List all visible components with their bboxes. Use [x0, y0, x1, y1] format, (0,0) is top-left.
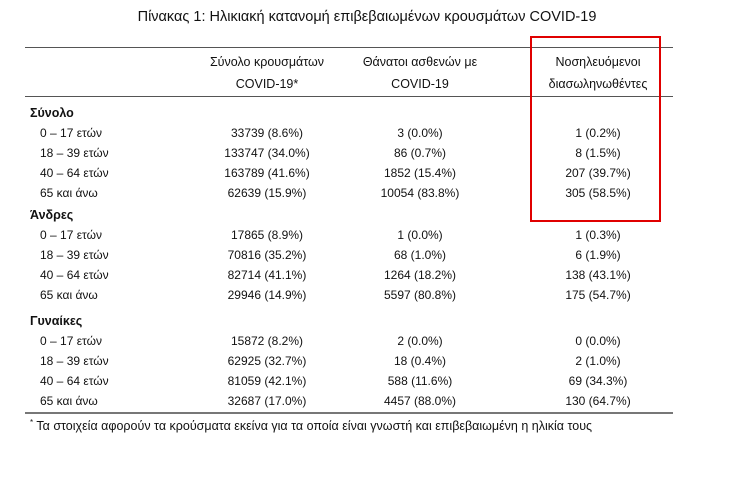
table-bottom-rule [25, 412, 673, 414]
header-line: COVID-19 [391, 77, 449, 91]
table-top-rule [25, 47, 673, 48]
group-header-row: Άνδρες [0, 205, 734, 225]
deaths-cell: 18 (0.4%) [393, 354, 447, 368]
deaths-cell: 3 (0.0%) [397, 126, 443, 140]
age-group-label: 18 – 39 ετών [40, 354, 109, 368]
total-cases-cell: 70816 (35.2%) [227, 248, 307, 262]
intubated-cell: 6 (1.9%) [575, 248, 621, 262]
total-cases-cell: 15872 (8.2%) [230, 334, 304, 348]
age-group-label: 18 – 39 ετών [40, 146, 109, 160]
total-cases-cell: 163789 (41.6%) [224, 166, 310, 180]
intubated-cell: 305 (58.5%) [565, 186, 631, 200]
age-group-label: 0 – 17 ετών [40, 228, 102, 242]
table-row: 65 και άνω 32687 (17.0%) 4457 (88.0%) 130 (… [0, 391, 734, 411]
table-row: 0 – 17 ετών 33739 (8.6%) 3 (0.0%) 1 (0.2%) [0, 123, 734, 143]
age-group-label: 40 – 64 ετών [40, 166, 109, 180]
highlight-box [530, 36, 661, 222]
deaths-cell: 5597 (80.8%) [383, 288, 457, 302]
deaths-cell: 588 (11.6%) [387, 374, 453, 388]
intubated-cell: 69 (34.3%) [568, 374, 628, 388]
column-header-total-cases: Σύνολο κρουσμάτων COVID-19* [177, 51, 357, 95]
total-cases-cell: 62639 (15.9%) [227, 186, 307, 200]
intubated-cell: 138 (43.1%) [565, 268, 631, 282]
total-cases-cell: 81059 (42.1%) [227, 374, 307, 388]
age-group-label: 40 – 64 ετών [40, 268, 109, 282]
header-line: COVID-19* [235, 77, 299, 91]
intubated-cell: 2 (1.0%) [575, 354, 621, 368]
group-header-row: Γυναίκες [0, 311, 734, 331]
intubated-cell: 1 (0.2%) [575, 126, 621, 140]
deaths-cell: 10054 (83.8%) [380, 186, 460, 200]
table-row: 40 – 64 ετών 81059 (42.1%) 588 (11.6%) 69 (… [0, 371, 734, 391]
deaths-cell: 1264 (18.2%) [383, 268, 457, 282]
table-row: 65 και άνω 29946 (14.9%) 5597 (80.8%) 175 (… [0, 285, 734, 305]
age-group-label: 0 – 17 ετών [40, 334, 102, 348]
intubated-cell: 1 (0.3%) [575, 228, 621, 242]
age-group-label: 65 και άνω [40, 394, 98, 408]
header-line: Νοσηλευόμενοι [555, 55, 641, 69]
age-group-label: 40 – 64 ετών [40, 374, 109, 388]
age-group-label: 65 και άνω [40, 186, 98, 200]
age-group-label: 65 και άνω [40, 288, 98, 302]
age-group-label: 18 – 39 ετών [40, 248, 109, 262]
total-cases-cell: 29946 (14.9%) [227, 288, 307, 302]
total-cases-cell: 82714 (41.1%) [227, 268, 307, 282]
intubated-cell: 130 (64.7%) [565, 394, 631, 408]
footnote-mark: * [30, 418, 34, 427]
column-header-deaths: Θάνατοι ασθενών με COVID-19 [330, 51, 510, 95]
header-rule [25, 96, 673, 97]
group-name: Γυναίκες [30, 314, 83, 328]
table-row: 18 – 39 ετών 62925 (32.7%) 18 (0.4%) 2 (1.0… [0, 351, 734, 371]
total-cases-cell: 33739 (8.6%) [230, 126, 304, 140]
deaths-cell: 2 (0.0%) [397, 334, 443, 348]
total-cases-cell: 133747 (34.0%) [224, 146, 310, 160]
header-line: διασωληνωθέντες [548, 77, 648, 91]
deaths-cell: 4457 (88.0%) [383, 394, 457, 408]
footnote: * Τα στοιχεία αφορούν τα κρούσματα εκείν… [30, 418, 592, 433]
deaths-cell: 86 (0.7%) [393, 146, 447, 160]
deaths-cell: 68 (1.0%) [393, 248, 447, 262]
header-line: Θάνατοι ασθενών με [362, 55, 478, 69]
header-line: Σύνολο κρουσμάτων [209, 55, 325, 69]
group-header-row: Σύνολο [0, 103, 734, 123]
age-group-label: 0 – 17 ετών [40, 126, 102, 140]
table-row: 65 και άνω 62639 (15.9%) 10054 (83.8%) 305 … [0, 183, 734, 203]
table-row: 18 – 39 ετών 70816 (35.2%) 68 (1.0%) 6 (1.9… [0, 245, 734, 265]
table-row: 18 – 39 ετών 133747 (34.0%) 86 (0.7%) 8 (1.… [0, 143, 734, 163]
table-row: 0 – 17 ετών 17865 (8.9%) 1 (0.0%) 1 (0.3%) [0, 225, 734, 245]
deaths-cell: 1852 (15.4%) [383, 166, 457, 180]
intubated-cell: 175 (54.7%) [565, 288, 631, 302]
column-header-intubated: Νοσηλευόμενοι διασωληνωθέντες [508, 51, 688, 95]
deaths-cell: 1 (0.0%) [397, 228, 443, 242]
intubated-cell: 0 (0.0%) [575, 334, 621, 348]
table-row: 40 – 64 ετών 163789 (41.6%) 1852 (15.4%) 20… [0, 163, 734, 183]
total-cases-cell: 62925 (32.7%) [227, 354, 307, 368]
footnote-text: Τα στοιχεία αφορούν τα κρούσματα εκείνα … [36, 419, 593, 434]
total-cases-cell: 32687 (17.0%) [227, 394, 307, 408]
group-name: Σύνολο [30, 106, 74, 120]
total-cases-cell: 17865 (8.9%) [230, 228, 304, 242]
table-row: 40 – 64 ετών 82714 (41.1%) 1264 (18.2%) 138… [0, 265, 734, 285]
table-title: Πίνακας 1: Ηλικιακή κατανομή επιβεβαιωμέ… [137, 9, 597, 25]
table-row: 0 – 17 ετών 15872 (8.2%) 2 (0.0%) 0 (0.0%) [0, 331, 734, 351]
intubated-cell: 8 (1.5%) [575, 146, 621, 160]
group-name: Άνδρες [30, 208, 74, 222]
intubated-cell: 207 (39.7%) [565, 166, 631, 180]
